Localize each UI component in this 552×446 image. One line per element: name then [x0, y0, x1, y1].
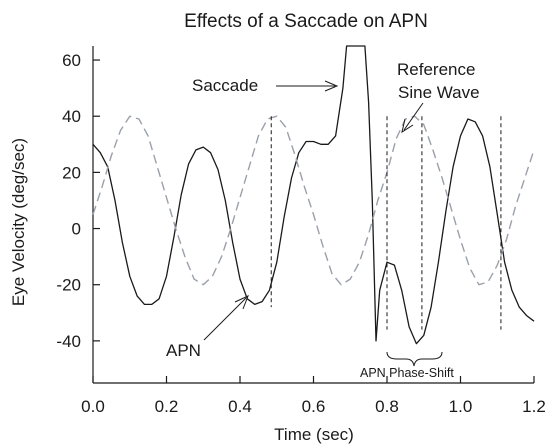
chart-title: Effects of a Saccade on APN — [184, 11, 428, 32]
y-tick-label: 0 — [72, 220, 81, 239]
y-axis-ticks: 60 40 20 0 -20 -40 — [56, 51, 100, 351]
x-axis-title: Time (sec) — [274, 425, 354, 444]
x-tick-label: 1.0 — [449, 397, 473, 416]
y-tick-label: -20 — [56, 276, 81, 295]
reference-markers — [270, 116, 502, 330]
phase-shift-brace — [386, 351, 443, 367]
sine-wave-label: Sine Wave — [398, 83, 480, 102]
apn-velocity-line — [92, 45, 535, 345]
x-tick-label: 0.4 — [228, 397, 252, 416]
x-tick-label: 0.6 — [302, 397, 326, 416]
x-tick-label: 0.8 — [375, 397, 399, 416]
x-tick-label: 0.0 — [81, 397, 105, 416]
y-tick-label: -40 — [56, 332, 81, 351]
phase-shift-label: APN Phase-Shift — [360, 366, 454, 380]
x-axis-ticks: 0.0 0.2 0.4 0.6 0.8 1.0 1.2 — [81, 376, 546, 416]
saccade-label: Saccade — [192, 76, 258, 95]
y-tick-label: 60 — [62, 51, 81, 70]
x-tick-label: 1.2 — [522, 397, 546, 416]
reference-arrow-shaft — [403, 102, 424, 131]
y-tick-label: 40 — [62, 107, 81, 126]
x-tick-label: 0.2 — [155, 397, 179, 416]
annotations: Saccade Reference Sine Wave APN APN Phas… — [166, 60, 480, 380]
series-layer — [92, 45, 535, 345]
saccade-arrow-head — [324, 80, 339, 92]
apn-label: APN — [166, 341, 201, 360]
reference-label: Reference — [397, 60, 475, 79]
y-axis-title: Eye Velocity (deg/sec) — [9, 138, 28, 306]
apn-arrow-shaft — [203, 297, 247, 341]
y-tick-label: 20 — [62, 163, 81, 182]
apn-arrow-head — [234, 295, 249, 310]
reference-arrow-head — [401, 118, 414, 134]
reference-sine-line — [92, 115, 535, 286]
